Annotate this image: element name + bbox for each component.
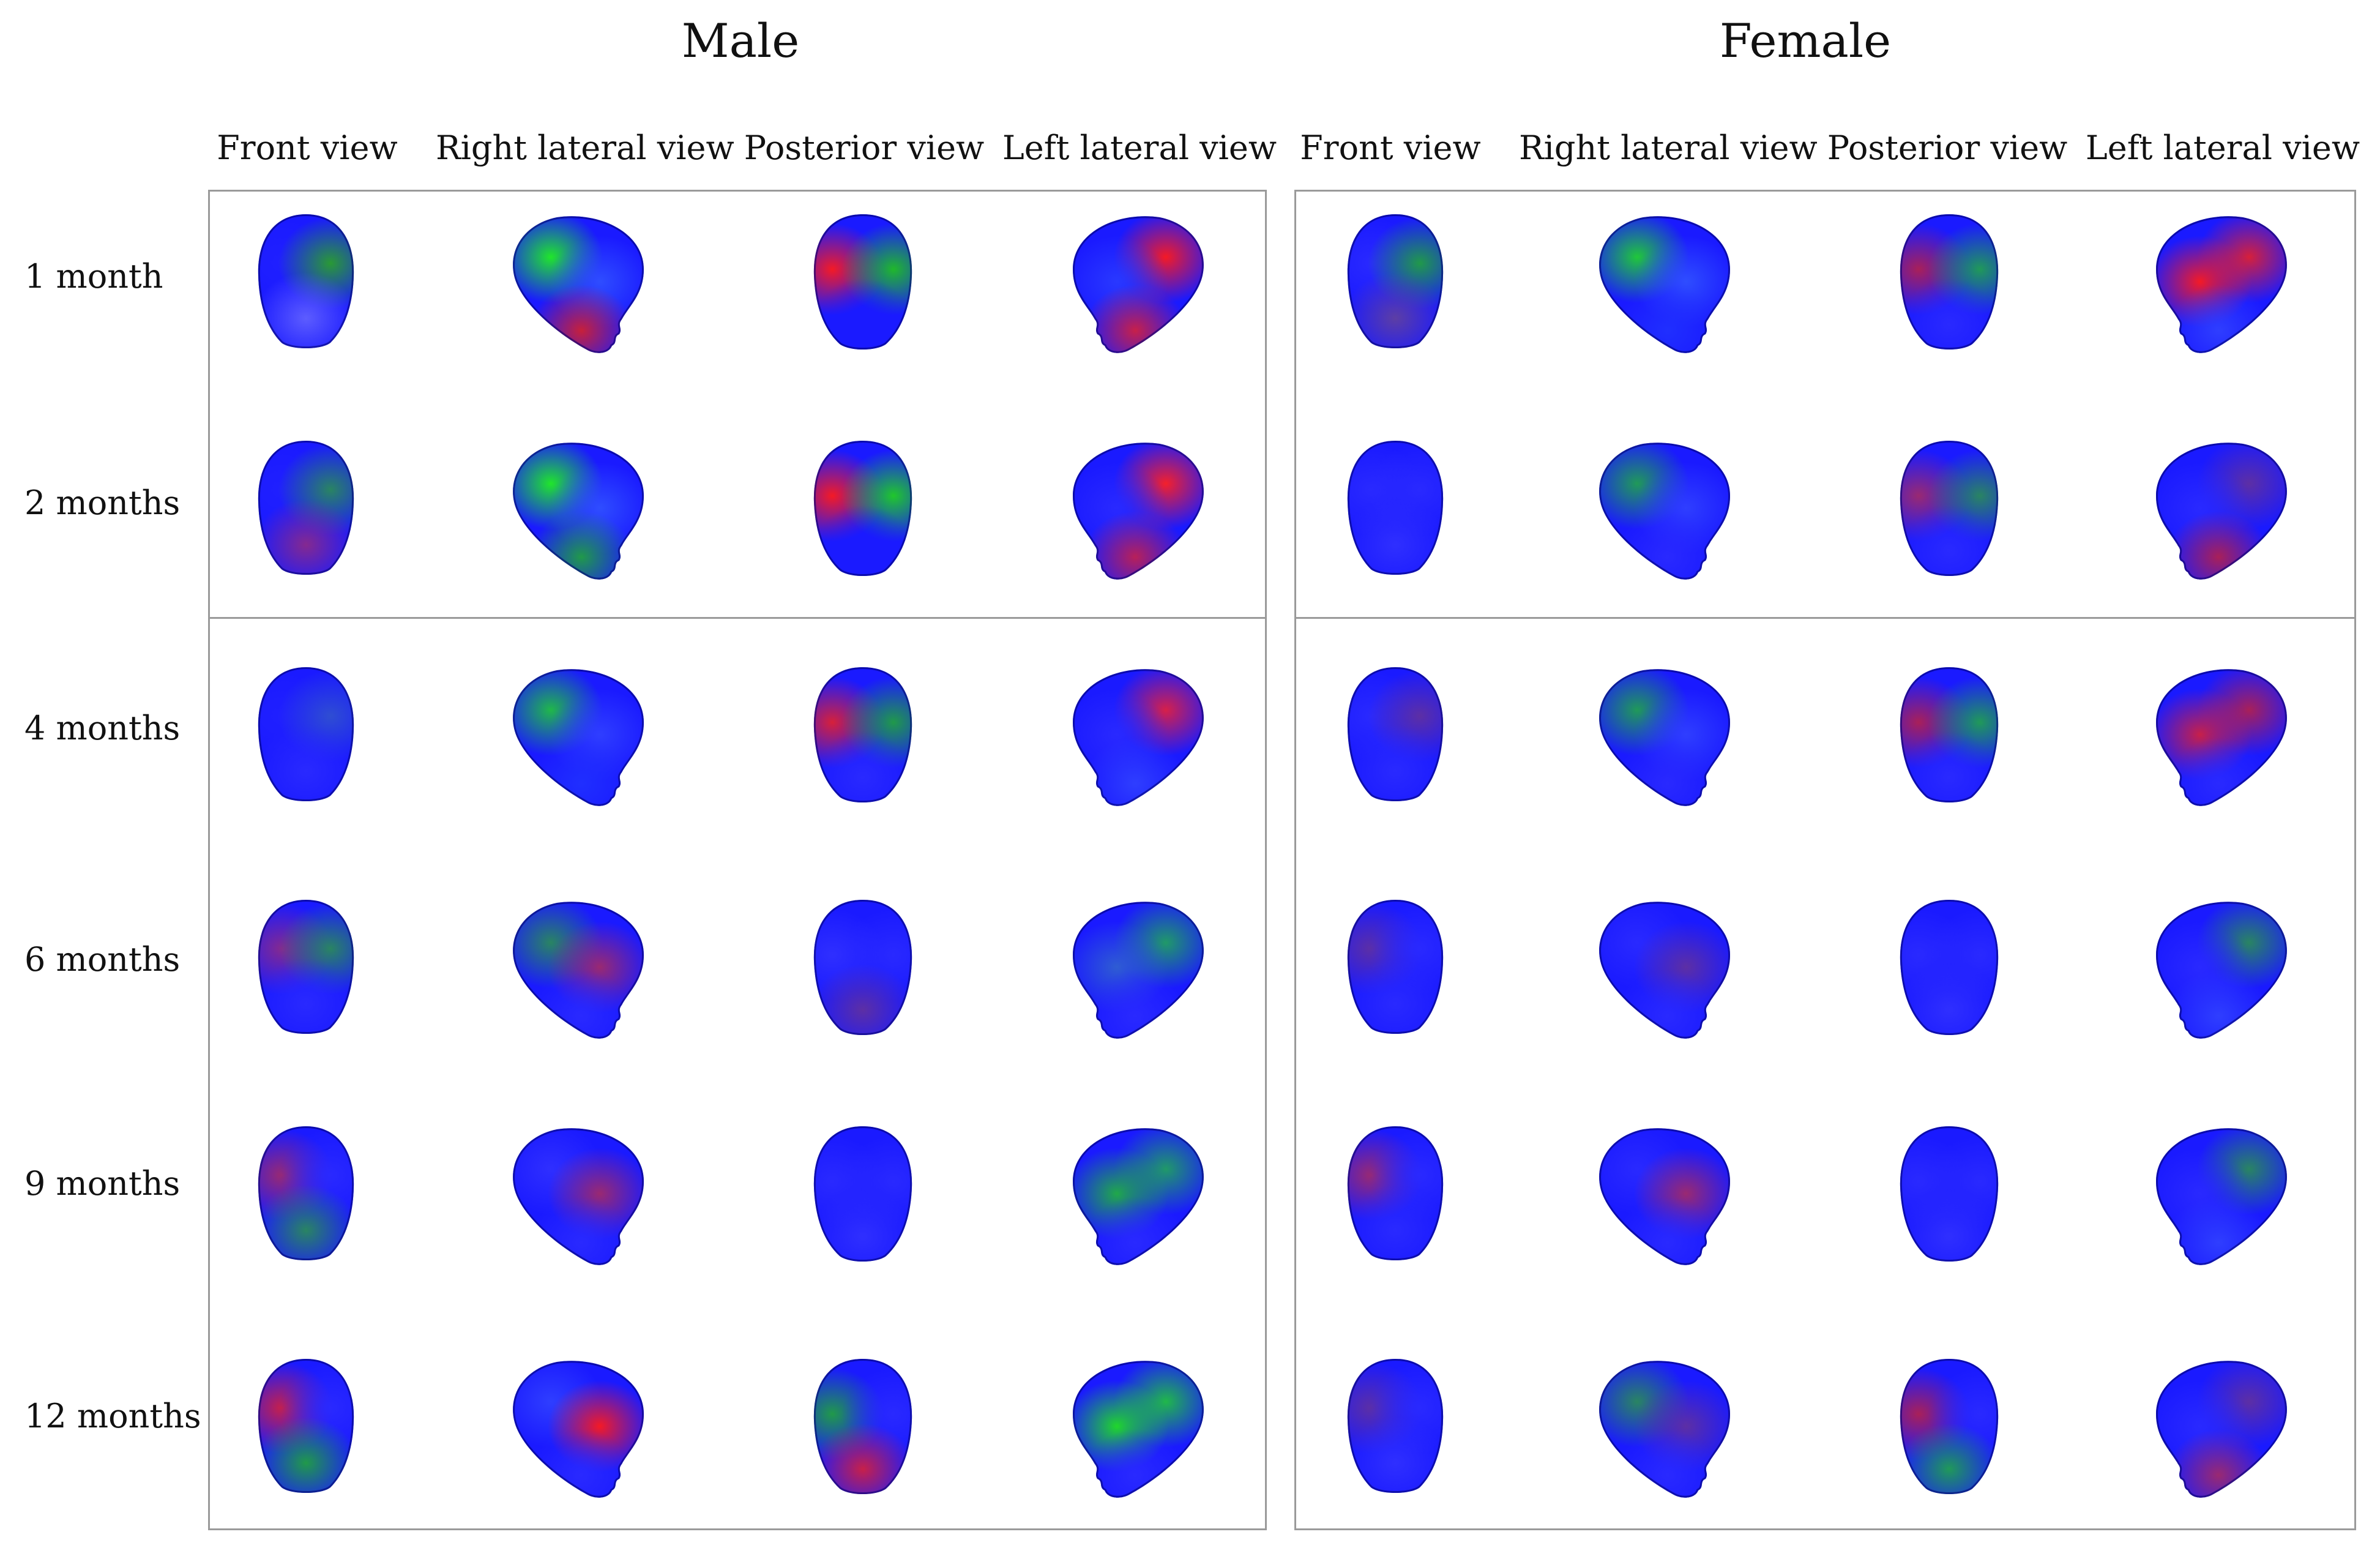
female-col-right-lateral: Right lateral view xyxy=(1519,129,1818,167)
male-panel xyxy=(208,190,1267,1530)
row-label-9-months: 9 months xyxy=(24,1164,181,1203)
female-9-months-left-lateral-head xyxy=(2133,1102,2316,1285)
female-2-months-posterior-head xyxy=(1857,416,2041,600)
male-col-posterior: Posterior view xyxy=(744,129,985,167)
female-panel xyxy=(1294,190,2356,1530)
male-9-months-front-head xyxy=(214,1102,398,1285)
male-6-months-left-lateral-head xyxy=(1050,875,1233,1059)
male-2-months-right-lateral-head xyxy=(483,416,667,600)
female-9-months-front-head xyxy=(1304,1102,1487,1285)
female-col-posterior: Posterior view xyxy=(1827,129,2068,167)
female-6-months-left-lateral-head xyxy=(2133,875,2316,1059)
male-9-months-left-lateral-head xyxy=(1050,1102,1233,1285)
female-col-front: Front view xyxy=(1300,129,1481,167)
female-6-months-right-lateral-head xyxy=(1570,875,1753,1059)
male-1-month-right-lateral-head xyxy=(483,190,667,373)
female-12-months-posterior-head xyxy=(1857,1334,2041,1518)
male-2-months-posterior-head xyxy=(771,416,955,600)
male-12-months-right-lateral-head xyxy=(483,1334,667,1518)
row-label-2-months: 2 months xyxy=(24,484,181,522)
female-4-months-front-head xyxy=(1304,643,1487,826)
male-9-months-posterior-head xyxy=(771,1102,955,1285)
male-col-right-lateral: Right lateral view xyxy=(436,129,734,167)
male-6-months-front-head xyxy=(214,875,398,1059)
male-col-left-lateral: Left lateral view xyxy=(1002,129,1277,167)
male-4-months-front-head xyxy=(214,643,398,826)
row-label-6-months: 6 months xyxy=(24,940,181,979)
male-12-months-front-head xyxy=(214,1334,398,1518)
male-1-month-front-head xyxy=(214,190,398,373)
row-label-12-months: 12 months xyxy=(24,1397,201,1435)
female-12-months-front-head xyxy=(1304,1334,1487,1518)
male-1-month-posterior-head xyxy=(771,190,955,373)
male-2-months-left-lateral-head xyxy=(1050,416,1233,600)
male-4-months-posterior-head xyxy=(771,643,955,826)
female-12-months-left-lateral-head xyxy=(2133,1334,2316,1518)
female-4-months-posterior-head xyxy=(1857,643,2041,826)
female-9-months-posterior-head xyxy=(1857,1102,2041,1285)
female-1-month-front-head xyxy=(1304,190,1487,373)
female-panel-divider xyxy=(1294,617,2356,619)
row-label-4-months: 4 months xyxy=(24,709,181,747)
male-6-months-posterior-head xyxy=(771,875,955,1059)
female-12-months-right-lateral-head xyxy=(1570,1334,1753,1518)
female-4-months-right-lateral-head xyxy=(1570,643,1753,826)
male-1-month-left-lateral-head xyxy=(1050,190,1233,373)
male-2-months-front-head xyxy=(214,416,398,600)
female-2-months-right-lateral-head xyxy=(1570,416,1753,600)
female-2-months-front-head xyxy=(1304,416,1487,600)
female-col-left-lateral: Left lateral view xyxy=(2085,129,2360,167)
male-9-months-right-lateral-head xyxy=(483,1102,667,1285)
male-col-front: Front view xyxy=(217,129,398,167)
female-1-month-left-lateral-head xyxy=(2133,190,2316,373)
female-1-month-posterior-head xyxy=(1857,190,2041,373)
female-4-months-left-lateral-head xyxy=(2133,643,2316,826)
female-group-title: Female xyxy=(1719,13,1892,68)
male-12-months-posterior-head xyxy=(771,1334,955,1518)
male-4-months-right-lateral-head xyxy=(483,643,667,826)
female-6-months-front-head xyxy=(1304,875,1487,1059)
row-label-1-month: 1 month xyxy=(24,257,163,296)
female-6-months-posterior-head xyxy=(1857,875,2041,1059)
female-1-month-right-lateral-head xyxy=(1570,190,1753,373)
male-4-months-left-lateral-head xyxy=(1050,643,1233,826)
male-group-title: Male xyxy=(681,13,800,68)
male-6-months-right-lateral-head xyxy=(483,875,667,1059)
male-12-months-left-lateral-head xyxy=(1050,1334,1233,1518)
female-2-months-left-lateral-head xyxy=(2133,416,2316,600)
male-panel-divider xyxy=(208,617,1267,619)
female-9-months-right-lateral-head xyxy=(1570,1102,1753,1285)
